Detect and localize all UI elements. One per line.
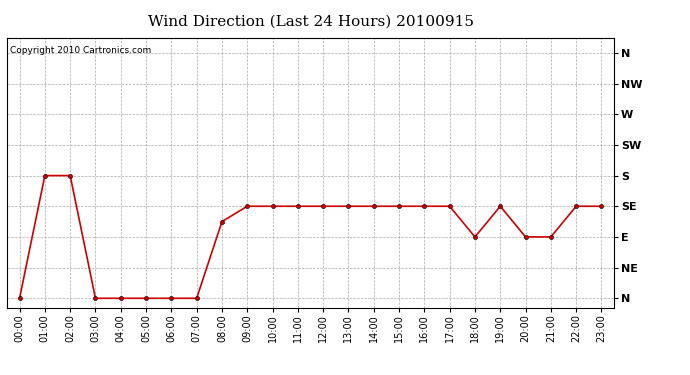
Text: Wind Direction (Last 24 Hours) 20100915: Wind Direction (Last 24 Hours) 20100915: [148, 15, 473, 29]
Text: Copyright 2010 Cartronics.com: Copyright 2010 Cartronics.com: [10, 46, 151, 55]
